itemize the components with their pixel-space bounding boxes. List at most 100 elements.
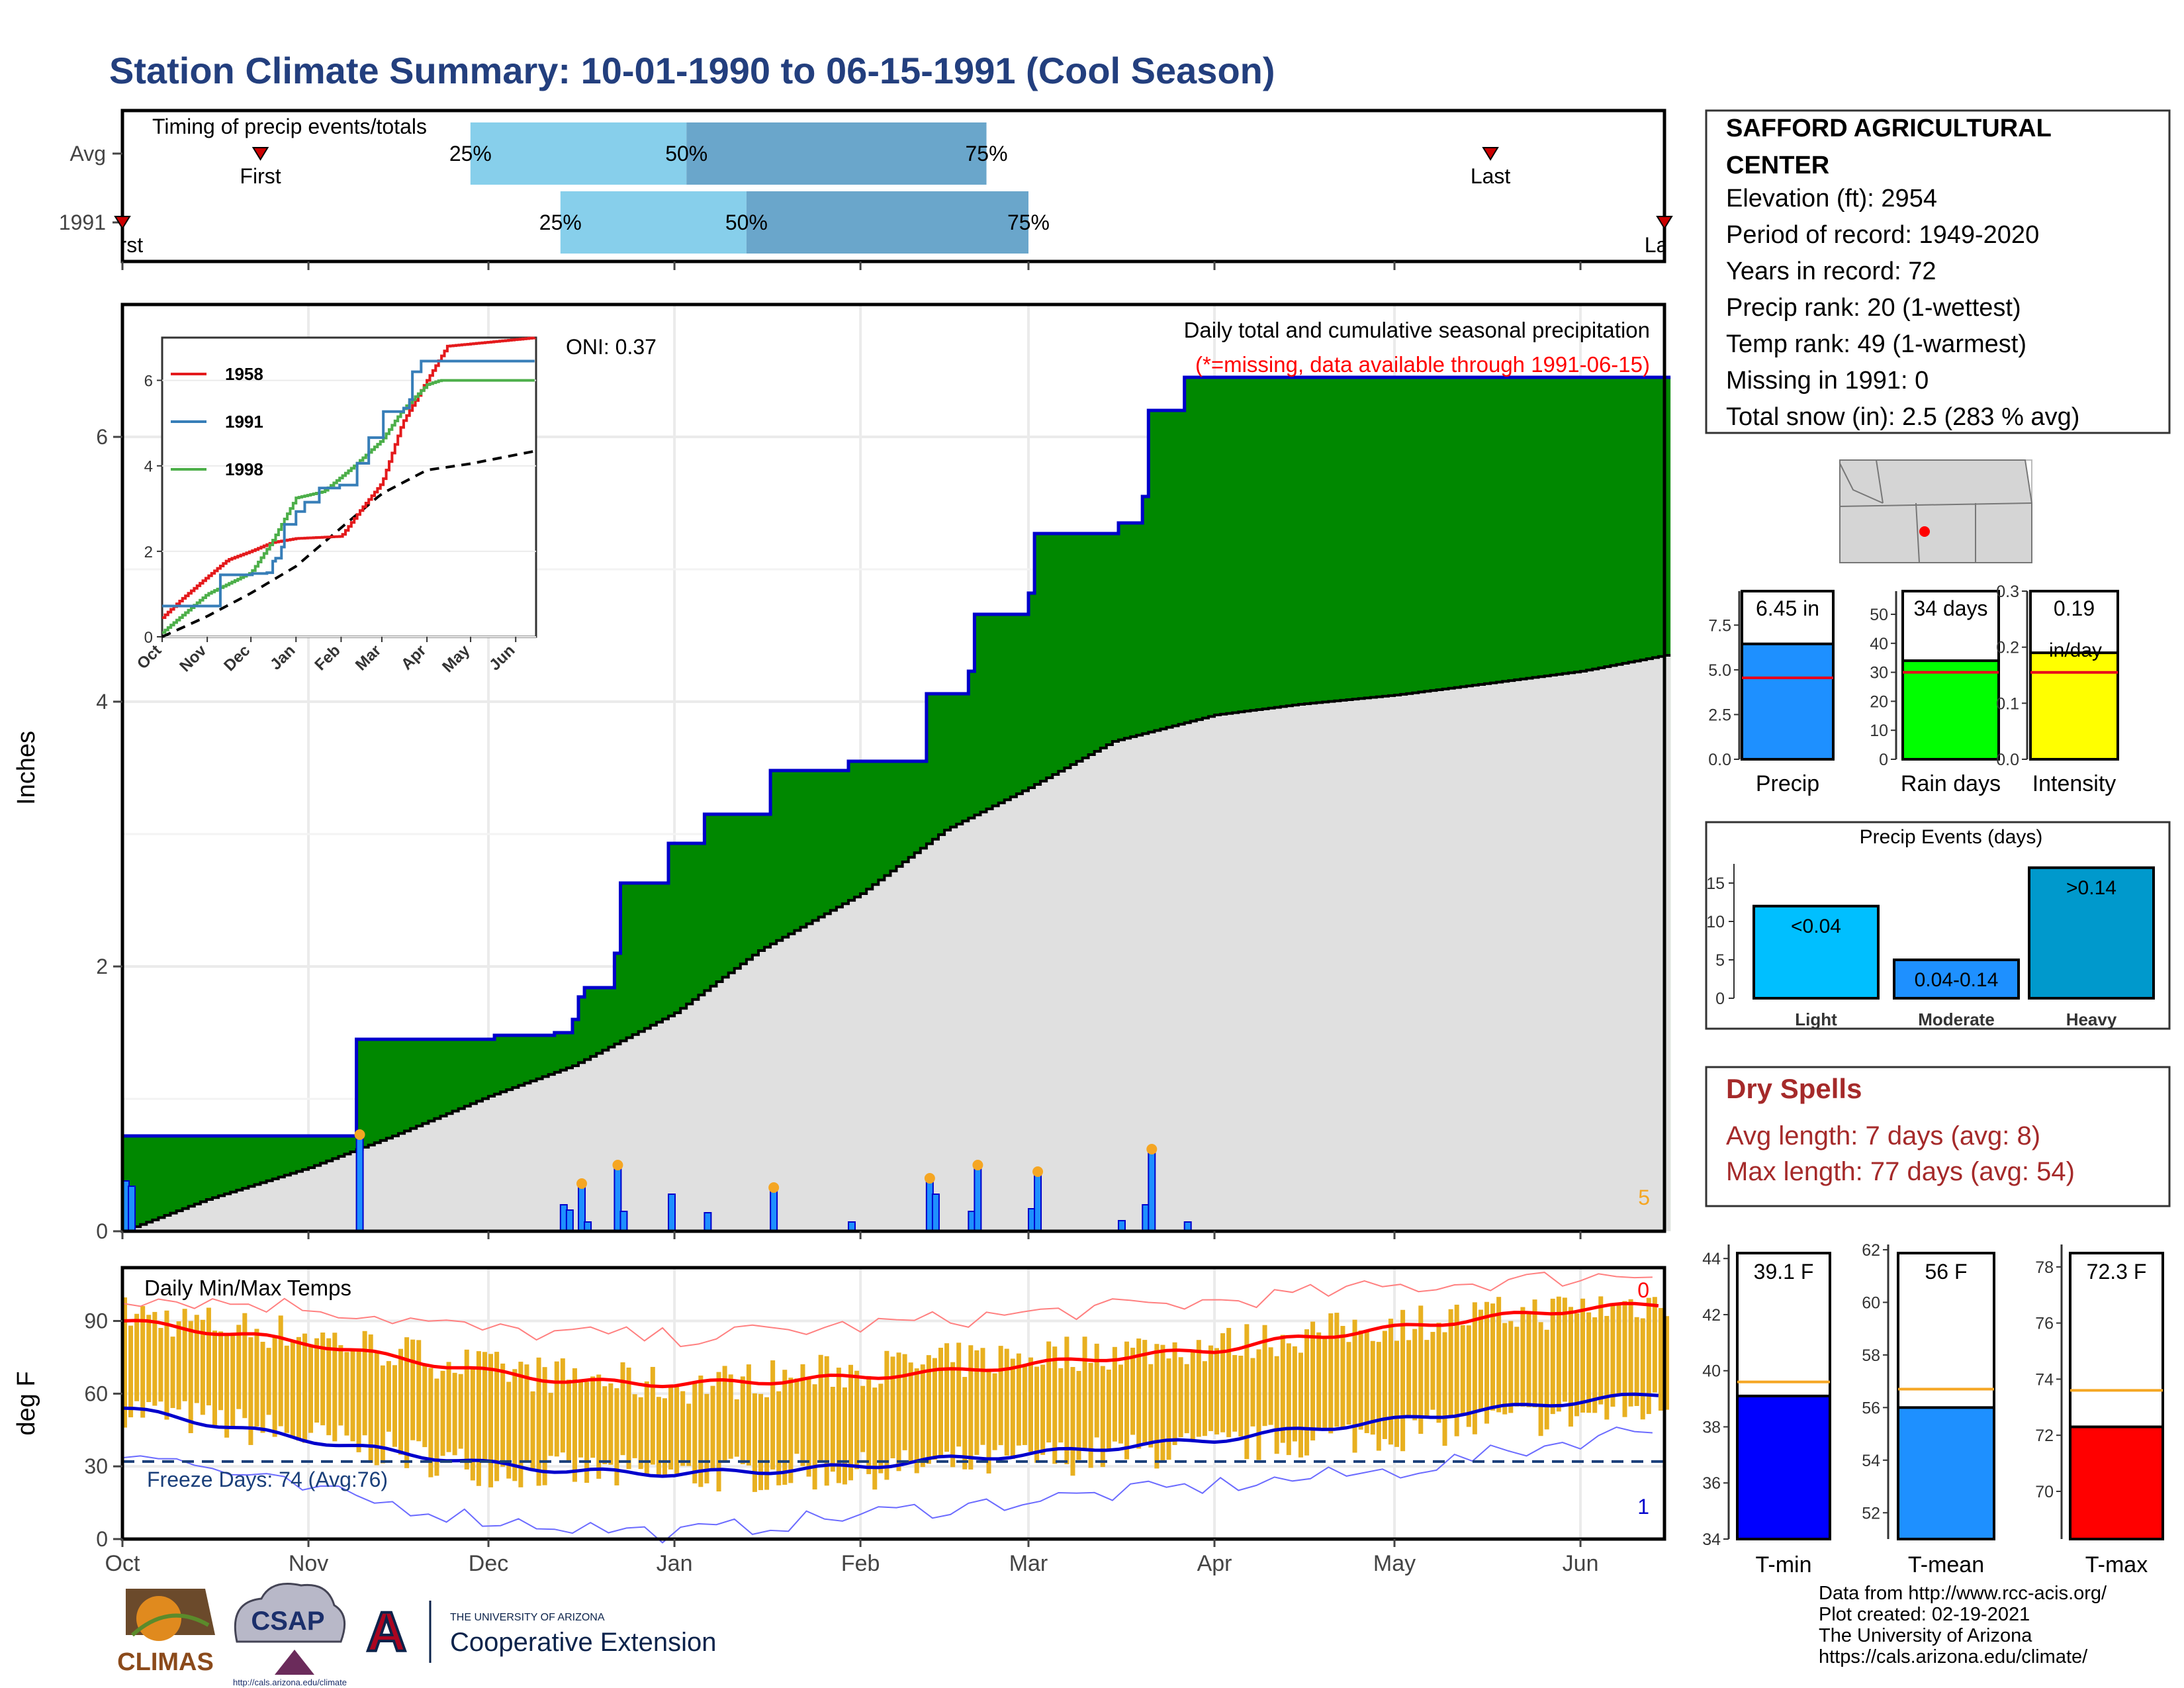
daily-temp-range-bar <box>416 1340 422 1442</box>
daily-temp-range-bar <box>590 1376 596 1458</box>
first-event-marker <box>114 216 131 230</box>
page-title: Station Climate Summary: 10-01-1990 to 0… <box>109 50 1275 91</box>
daily-temp-range-bar <box>1496 1297 1502 1413</box>
snow-marker <box>768 1182 780 1193</box>
last-event-marker <box>1482 147 1499 161</box>
daily-temp-range-bar <box>506 1382 512 1479</box>
month-label: Dec <box>469 1551 508 1576</box>
daily-temp-range-bar <box>1232 1354 1238 1432</box>
inset-legend-label: 1958 <box>225 364 263 384</box>
daily-temp-range-bar <box>1586 1312 1592 1413</box>
daily-temp-range-bar <box>1250 1358 1255 1427</box>
daily-temp-range-bar <box>494 1352 500 1481</box>
daily-temp-range-bar <box>356 1348 361 1452</box>
tstat-tick-label: 72 <box>2035 1427 2054 1445</box>
tstat-tick-label: 34 <box>1702 1530 1721 1549</box>
daily-temp-range-bar <box>968 1345 974 1470</box>
daily-temp-range-bar <box>1082 1336 1087 1448</box>
daily-temp-range-bar <box>452 1372 457 1456</box>
stat-tick-label: 0.1 <box>1996 694 2019 713</box>
tstat-tick-label: 70 <box>2035 1483 2054 1501</box>
daily-temp-range-bar <box>518 1362 523 1487</box>
tstat-tick-label: 74 <box>2035 1370 2054 1389</box>
daily-temp-range-bar <box>974 1350 979 1455</box>
stat-label: Rain days <box>1901 771 2001 796</box>
daily-temp-range-bar <box>1580 1298 1586 1413</box>
first-event-label: First <box>240 164 281 188</box>
station-name-2: CENTER <box>1726 152 1829 179</box>
daily-temp-range-bar <box>686 1403 692 1466</box>
y-tick-label: 2 <box>96 955 108 978</box>
daily-temp-range-bar <box>740 1376 745 1464</box>
stat-tick-label: 5.0 <box>1708 661 1731 680</box>
daily-temp-range-bar <box>752 1393 757 1492</box>
intensity-unit: in/day <box>2049 639 2102 661</box>
daily-temp-range-bar <box>1322 1336 1328 1430</box>
daily-temp-range-bar <box>1454 1304 1459 1436</box>
daily-temp-range-bar <box>1658 1307 1663 1411</box>
daily-temp-range-bar <box>1364 1331 1369 1433</box>
y-tick-label: 6 <box>96 425 108 449</box>
daily-temp-range-bar <box>194 1315 199 1403</box>
location-map <box>1839 459 2032 563</box>
daily-temp-range-bar <box>908 1362 913 1462</box>
daily-temp-range-bar <box>1538 1322 1543 1436</box>
daily-temp-range-bar <box>764 1397 770 1490</box>
temps-title: Daily Min/Max Temps <box>144 1276 351 1300</box>
daily-temp-range-bar <box>674 1385 680 1474</box>
daily-temp-range-bar <box>1112 1346 1117 1442</box>
event-bar-label: >0.14 <box>2066 877 2116 899</box>
daily-temp-range-bar <box>1424 1340 1430 1419</box>
month-label: Nov <box>289 1551 328 1576</box>
tstat-tick-label: 56 <box>1862 1399 1880 1417</box>
daily-temp-range-bar <box>1544 1329 1549 1430</box>
daily-temp-range-bar <box>1664 1316 1669 1410</box>
event-bar-label: <0.04 <box>1791 915 1841 937</box>
daily-temp-range-bar <box>776 1391 782 1485</box>
daily-temp-range-bar <box>170 1336 175 1409</box>
daily-precip-bar <box>931 1194 940 1232</box>
daily-temp-range-bar <box>584 1382 590 1483</box>
daily-temp-range-bar <box>1148 1364 1154 1448</box>
footer: Data from http://www.rcc-acis.org/Plot c… <box>117 1583 2107 1687</box>
daily-temp-range-bar <box>1616 1303 1621 1394</box>
daily-temp-range-bar <box>1088 1362 1093 1468</box>
daily-temp-range-bar <box>728 1374 733 1459</box>
month-label: Apr <box>1197 1551 1232 1576</box>
inset-series-1958 <box>162 336 536 619</box>
station-location-marker <box>1919 526 1930 537</box>
daily-temp-range-bar <box>1184 1364 1189 1434</box>
csap-cloud-icon <box>234 1583 346 1643</box>
freeze-days-label: Freeze Days: 74 (Avg:76) <box>147 1468 388 1491</box>
daily-precip-bar <box>1148 1149 1156 1232</box>
station-info-line: Precip rank: 20 (1-wettest) <box>1726 294 2021 322</box>
tstat-tick-label: 44 <box>1702 1250 1721 1268</box>
daily-temp-range-bar <box>320 1333 326 1426</box>
record-high-count: 0 <box>1637 1278 1649 1302</box>
month-label: Oct <box>105 1551 140 1576</box>
daily-temp-range-bar <box>1460 1325 1465 1414</box>
daily-temp-range-bar <box>758 1393 764 1491</box>
daily-temp-range-bar <box>1622 1301 1627 1417</box>
y-tick-label: 4 <box>96 690 108 714</box>
daily-temp-range-bar <box>1136 1338 1142 1449</box>
daily-temp-range-bar <box>644 1381 649 1476</box>
station-info-line: Total snow (in): 2.5 (283 % avg) <box>1726 403 2079 431</box>
stat-tick-label: 10 <box>1870 722 1888 740</box>
daily-temp-range-bar <box>188 1321 193 1433</box>
daily-temp-range-bar <box>1262 1325 1267 1427</box>
pct-50-75-bar <box>686 122 987 185</box>
month-label: May <box>1373 1551 1416 1576</box>
stat-value: 34 days <box>1913 596 1987 620</box>
daily-temp-range-bar <box>734 1399 739 1457</box>
pct-label: 50% <box>665 142 707 165</box>
record-low-count: 1 <box>1637 1495 1649 1519</box>
daily-temp-range-bar <box>440 1370 445 1456</box>
daily-temp-range-bar <box>1064 1336 1069 1464</box>
temp-frame <box>120 1266 1666 1541</box>
footer-line: Data from http://www.rcc-acis.org/ <box>1819 1583 2107 1604</box>
temp-stat-bars: 34 36 38 40 42 44 39.1 F T-min 52 54 56 58 60 62 56 F T… <box>1702 1241 2164 1577</box>
snow-marker <box>354 1129 365 1140</box>
